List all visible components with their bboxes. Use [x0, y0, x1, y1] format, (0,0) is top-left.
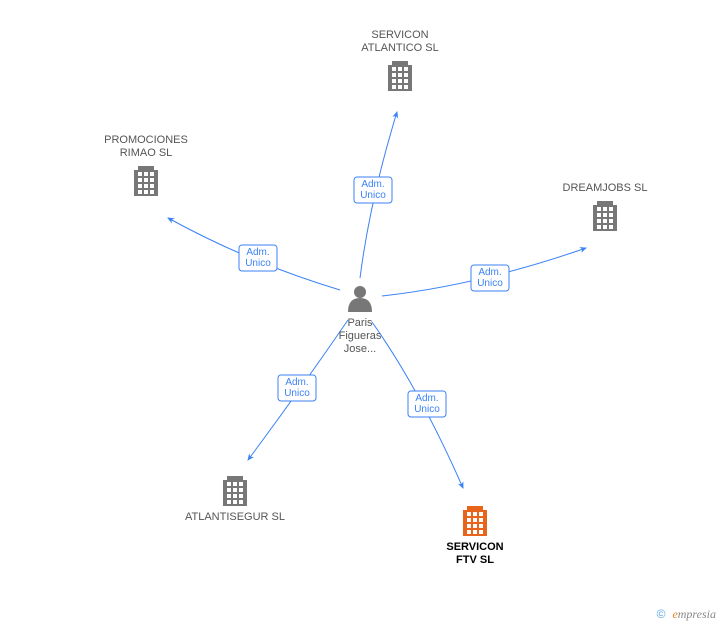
company-label: DREAMJOBS SL — [563, 182, 648, 194]
network-diagram: Adm.UnicoAdm.UnicoAdm.UnicoAdm.UnicoAdm.… — [0, 0, 728, 630]
company-label: PROMOCIONES — [104, 134, 188, 146]
company-label: ATLANTICO SL — [361, 42, 438, 54]
edge-label-text: Unico — [360, 190, 386, 201]
building-icon — [134, 166, 158, 196]
company-label: FTV SL — [456, 554, 494, 566]
edge-label-text: Unico — [414, 404, 440, 415]
edge-label-text: Unico — [245, 258, 271, 269]
edge-label-text: Adm. — [478, 267, 501, 278]
person-label: Paris — [347, 317, 373, 329]
edge-label-text: Adm. — [415, 393, 438, 404]
footer-credit: © empresia — [657, 607, 716, 622]
edge-label-text: Unico — [284, 388, 310, 399]
person-label: Figueras — [339, 330, 382, 342]
edge-label-text: Unico — [477, 278, 503, 289]
person-label: Jose... — [344, 343, 376, 355]
person-icon — [348, 286, 372, 312]
edge-label-text: Adm. — [246, 247, 269, 258]
company-label: SERVICON — [371, 29, 428, 41]
brand-rest: mpresia — [678, 607, 716, 621]
building-icon — [388, 61, 412, 91]
edge-label-text: Adm. — [285, 377, 308, 388]
copyright-symbol: © — [657, 607, 666, 621]
company-label: SERVICON — [446, 541, 503, 553]
company-label: ATLANTISEGUR SL — [185, 511, 285, 523]
company-label: RIMAO SL — [120, 147, 173, 159]
building-icon — [223, 476, 247, 506]
building-icon — [593, 201, 617, 231]
building-icon — [463, 506, 487, 536]
edge-label-text: Adm. — [361, 179, 384, 190]
